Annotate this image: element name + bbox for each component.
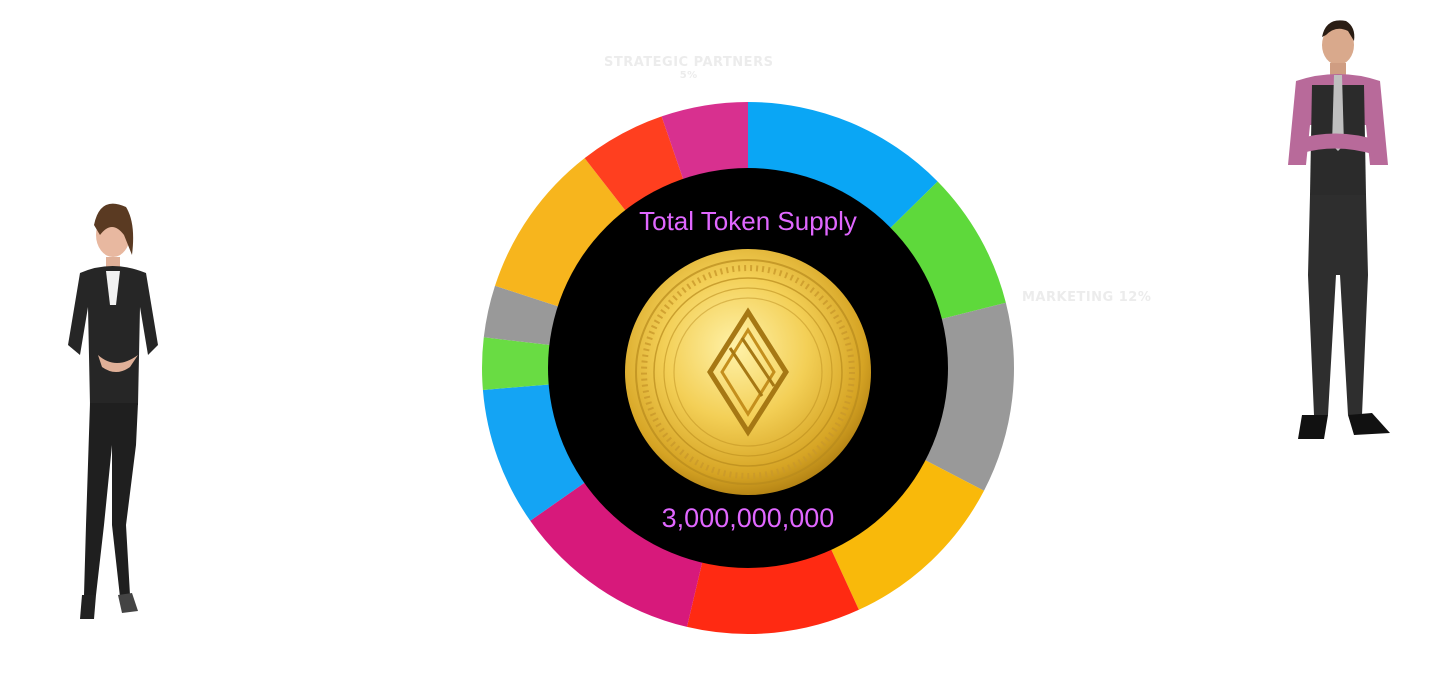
man-figure xyxy=(1262,15,1412,445)
woman-figure xyxy=(20,195,180,625)
chart-title: Total Token Supply xyxy=(600,206,896,237)
gold-coin-icon xyxy=(625,249,871,495)
total-supply-value: 3,000,000,000 xyxy=(600,503,896,534)
donut-slice-8 xyxy=(482,337,551,390)
